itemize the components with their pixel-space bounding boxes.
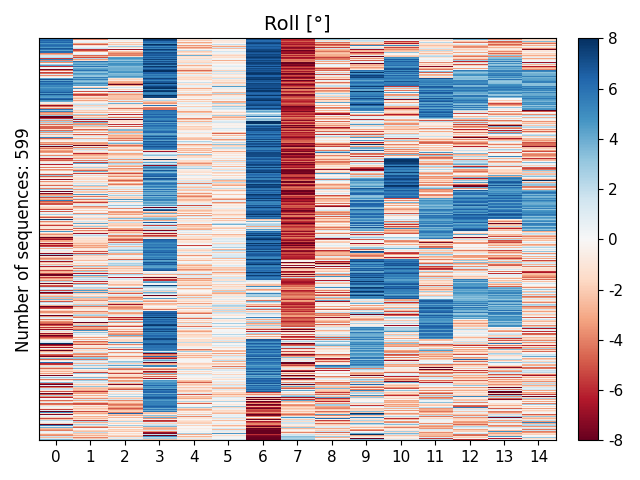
Title: Roll [°]: Roll [°] [264,15,330,34]
Y-axis label: Number of sequences: 599: Number of sequences: 599 [15,127,33,352]
